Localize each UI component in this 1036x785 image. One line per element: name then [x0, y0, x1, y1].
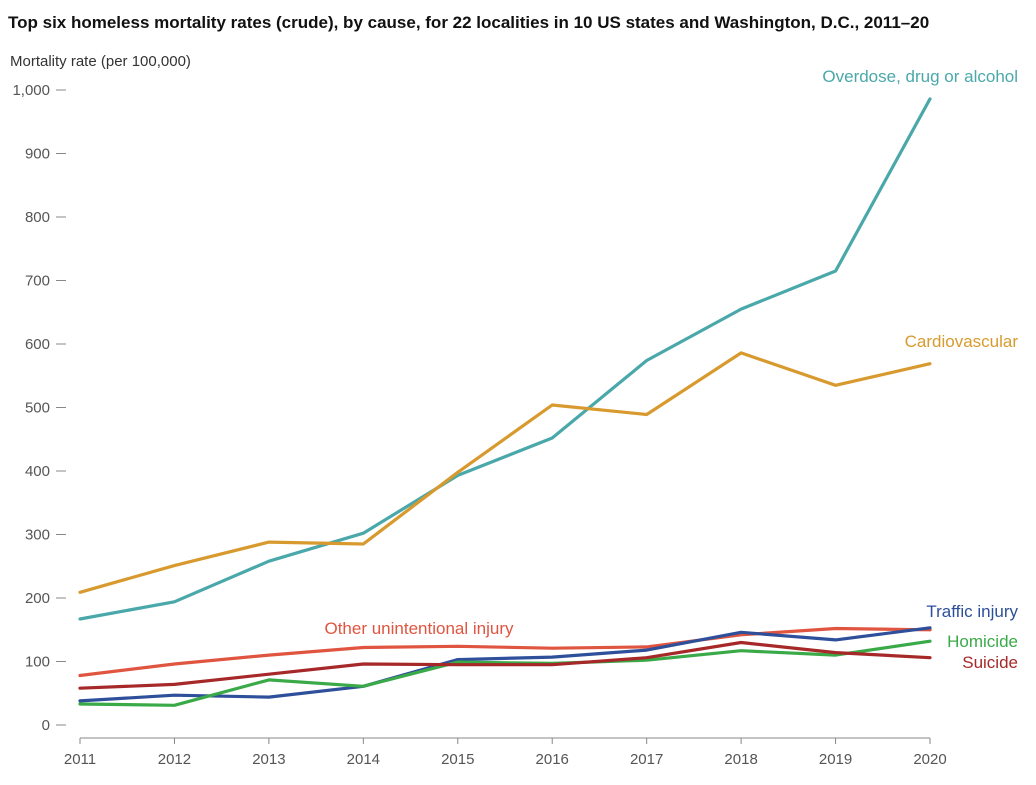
- y-tick-label: 800: [25, 209, 50, 226]
- y-tick-label: 300: [25, 527, 50, 544]
- series-label-cardiovascular: Cardiovascular: [905, 332, 1019, 351]
- series-lines: [78, 97, 932, 707]
- series-line-suicide: [78, 640, 932, 690]
- x-tick-label: 2013: [252, 751, 285, 768]
- y-tick-label: 400: [25, 463, 50, 480]
- series-label-suicide: Suicide: [962, 653, 1018, 672]
- y-tick-label: 1,000: [12, 82, 50, 99]
- y-tick-label: 100: [25, 654, 50, 671]
- x-tick-label: 2014: [347, 751, 380, 768]
- y-axis-label: Mortality rate (per 100,000): [10, 53, 191, 70]
- y-tick-label: 700: [25, 273, 50, 290]
- y-tick-label: 600: [25, 336, 50, 353]
- series-line-homicide: [78, 639, 932, 707]
- x-tick-label: 2017: [630, 751, 663, 768]
- y-tick-label: 500: [25, 400, 50, 417]
- y-tick-label: 900: [25, 146, 50, 163]
- x-tick-label: 2020: [913, 751, 946, 768]
- series-label-homicide: Homicide: [947, 632, 1018, 651]
- series-line-traffic-injury: [78, 626, 932, 703]
- x-tick-label: 2019: [819, 751, 852, 768]
- y-tick-label: 200: [25, 590, 50, 607]
- series-line-overdose-drug-or-alcohol: [78, 97, 932, 621]
- x-tick-label: 2011: [64, 751, 96, 768]
- x-tick-label: 2016: [536, 751, 569, 768]
- series-line-other-unintentional-injury: [78, 626, 932, 678]
- series-line-cardiovascular: [78, 351, 932, 594]
- series-labels: Overdose, drug or alcohol Cardiovascular O…: [324, 67, 1018, 672]
- y-axis: 0 100 200 300 400 500 600 700 800 900 1,000: [12, 82, 66, 734]
- y-tick-label: 0: [42, 717, 50, 734]
- x-axis: 2011 2012 2013 2014 2015 2016 2017 2018 2019 2020: [64, 737, 947, 768]
- series-label-other-unintentional-injury: Other unintentional injury: [324, 619, 514, 638]
- x-tick-label: 2012: [158, 751, 191, 768]
- series-label-overdose-drug-or-alcohol: Overdose, drug or alcohol: [822, 67, 1018, 86]
- x-tick-label: 2015: [441, 751, 474, 768]
- series-label-traffic-injury: Traffic injury: [926, 602, 1018, 621]
- x-tick-label: 2018: [724, 751, 757, 768]
- chart-title: Top six homeless mortality rates (crude)…: [8, 13, 929, 32]
